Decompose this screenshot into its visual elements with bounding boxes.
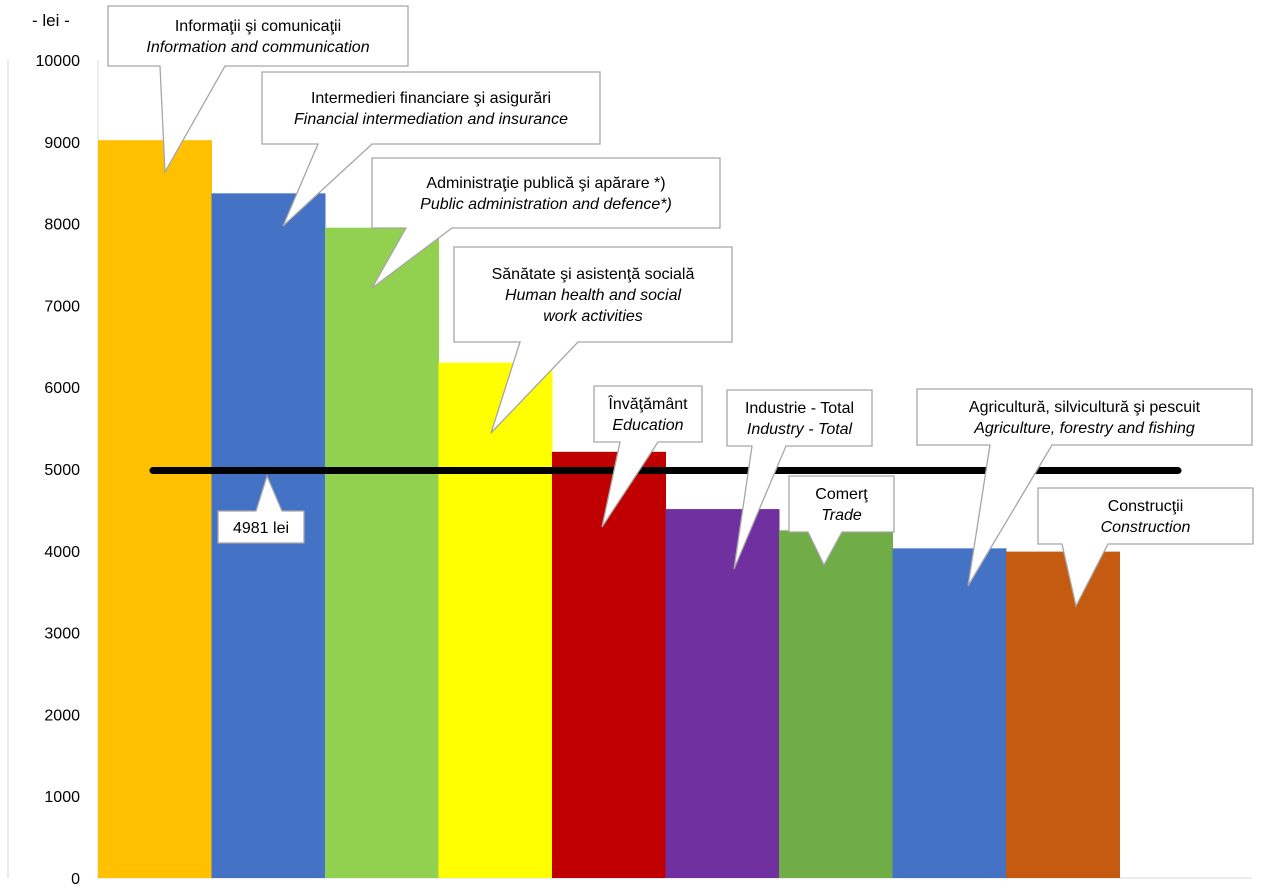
- unit-label: - lei -: [32, 11, 70, 30]
- callout-label-ro: Agricultură, silvicultură şi pescuit: [969, 399, 1201, 416]
- callout-box: [371, 157, 721, 289]
- callout-label-ro: Sănătate şi asistenţă socială: [492, 266, 695, 283]
- callout-box: [453, 246, 733, 434]
- bars: [98, 140, 1120, 879]
- callouts: Informaţii şi comunicaţii Information and…: [107, 5, 1254, 608]
- callout-label-ro: Informaţii şi comunicaţii: [175, 18, 341, 35]
- callout-label-en: Education: [612, 417, 683, 434]
- callout-label-en: Human health and social: [505, 287, 682, 304]
- bar: [325, 227, 439, 878]
- bar: [1006, 551, 1120, 878]
- callout-label-en: Agriculture, forestry and fishing: [973, 420, 1195, 437]
- callout-label-ro: Intermedieri financiare şi asigurări: [311, 90, 551, 107]
- average-callout-box: [217, 474, 305, 544]
- y-tick-label: 1000: [44, 789, 80, 806]
- callout-label-ro: Administraţie publică şi apărare *): [426, 175, 665, 192]
- callout-label-ro: Învăţământ: [607, 394, 688, 413]
- bar: [552, 451, 666, 878]
- callout-box: [916, 388, 1253, 587]
- y-tick-label: 0: [71, 871, 80, 888]
- callout-label-en: Public administration and defence*): [420, 196, 672, 213]
- bar: [892, 548, 1007, 878]
- callout-label-en: Trade: [821, 507, 862, 524]
- y-tick-label: 9000: [44, 135, 80, 152]
- callout-label-en: Industry - Total: [747, 421, 853, 438]
- callout-label-ro: Comerţ: [815, 486, 868, 503]
- callout-label-ro: Construcţii: [1108, 498, 1184, 515]
- y-tick-label: 3000: [44, 626, 80, 643]
- y-tick-label: 8000: [44, 217, 80, 234]
- bar: [98, 140, 212, 878]
- callout-box: [726, 389, 873, 570]
- bar: [665, 509, 780, 878]
- callout-box: [593, 385, 703, 528]
- callout-label-en: Construction: [1101, 519, 1191, 536]
- average-value-label: 4981 lei: [233, 520, 289, 537]
- callout-label-en: Financial intermediation and insurance: [294, 111, 568, 128]
- callout-box: [788, 475, 895, 567]
- y-tick-label: 5000: [44, 462, 80, 479]
- y-tick-label: 6000: [44, 380, 80, 397]
- y-tick-label: 10000: [36, 53, 81, 70]
- bar: [779, 530, 893, 878]
- callout-box: [261, 71, 601, 227]
- callout-label-ro: Industrie - Total: [745, 400, 854, 417]
- callout-label-en: work activities: [543, 308, 643, 325]
- callout-label-en: Information and communication: [146, 39, 369, 56]
- y-tick-label: 2000: [44, 707, 80, 724]
- y-tick-label: 7000: [44, 298, 80, 315]
- y-tick-labels: 0 1000 2000 3000 4000 5000 6000 7000 8000 9000 100…: [36, 53, 81, 888]
- bar: [438, 362, 553, 878]
- y-tick-label: 4000: [44, 544, 80, 561]
- callout-box: [1037, 487, 1254, 608]
- callout-box: [107, 5, 409, 175]
